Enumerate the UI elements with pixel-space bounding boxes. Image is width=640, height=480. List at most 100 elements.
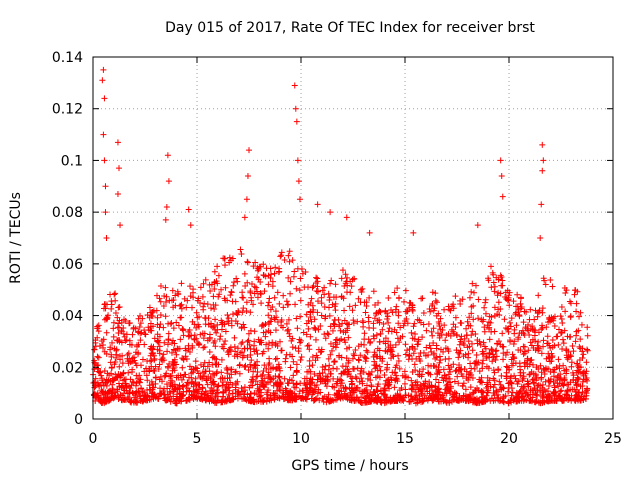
data-point	[92, 383, 99, 390]
data-point	[281, 375, 288, 382]
data-point	[293, 396, 300, 403]
data-point	[527, 306, 534, 313]
data-point	[426, 305, 433, 312]
data-point	[571, 291, 578, 298]
data-point	[517, 372, 524, 379]
data-point	[481, 328, 488, 335]
data-point	[236, 361, 243, 368]
data-point	[195, 370, 202, 377]
data-point	[180, 327, 187, 334]
data-point	[160, 303, 167, 310]
data-point	[579, 389, 586, 396]
data-point	[538, 350, 545, 357]
data-point	[344, 325, 351, 332]
data-point	[91, 357, 98, 364]
data-point	[151, 367, 158, 374]
data-point	[309, 302, 316, 309]
data-point	[253, 398, 260, 405]
data-point	[436, 391, 443, 398]
data-point	[410, 350, 417, 357]
data-point	[285, 380, 292, 387]
data-point	[193, 309, 200, 316]
data-point	[533, 374, 540, 381]
data-point	[566, 334, 573, 341]
data-point	[547, 368, 554, 375]
data-point	[508, 392, 515, 399]
data-point	[280, 396, 287, 403]
data-point	[379, 355, 386, 362]
data-point	[136, 378, 143, 385]
data-point	[287, 364, 294, 371]
data-point	[283, 320, 290, 327]
data-point	[376, 347, 383, 354]
data-point	[236, 370, 243, 377]
data-point	[457, 319, 464, 326]
data-point	[254, 294, 261, 301]
data-point	[468, 340, 475, 347]
data-point	[495, 366, 502, 373]
data-point	[293, 367, 300, 374]
data-point	[554, 380, 561, 387]
data-point	[166, 360, 173, 367]
data-point	[583, 387, 590, 394]
data-point	[173, 400, 180, 407]
data-point	[392, 369, 399, 376]
data-point	[274, 355, 281, 362]
data-point	[515, 378, 522, 385]
data-point	[173, 319, 180, 326]
data-point	[518, 397, 525, 404]
data-point	[382, 335, 389, 342]
data-point	[567, 379, 574, 386]
data-point	[295, 348, 302, 355]
data-point	[468, 288, 475, 295]
data-point	[156, 376, 163, 383]
data-point	[215, 382, 222, 389]
data-point	[402, 341, 409, 348]
data-point	[499, 330, 506, 337]
data-point	[465, 338, 472, 345]
data-point	[297, 313, 304, 320]
data-point	[384, 313, 391, 320]
data-point	[455, 354, 462, 361]
data-point	[267, 375, 274, 382]
data-point	[258, 323, 265, 330]
data-point	[125, 360, 132, 367]
data-point	[317, 389, 324, 396]
data-point	[573, 392, 580, 399]
data-point	[408, 393, 415, 400]
data-point	[94, 365, 101, 372]
data-point	[485, 277, 492, 284]
data-point	[232, 298, 239, 305]
data-point	[433, 354, 440, 361]
data-point	[277, 338, 284, 345]
data-point	[228, 322, 235, 329]
data-point	[312, 396, 319, 403]
data-point	[563, 346, 570, 353]
data-point	[462, 386, 469, 393]
data-point	[348, 378, 355, 385]
data-point	[311, 316, 318, 323]
data-point	[467, 384, 474, 391]
data-point	[213, 329, 220, 336]
data-point	[535, 366, 542, 373]
data-point	[361, 397, 368, 404]
data-point	[441, 372, 448, 379]
data-point	[263, 398, 270, 405]
x-tick-label: 15	[396, 431, 414, 447]
data-point	[452, 314, 459, 321]
data-point	[382, 387, 389, 394]
data-point	[222, 297, 229, 304]
data-point	[318, 300, 325, 307]
data-point	[395, 358, 402, 365]
data-point	[348, 394, 355, 401]
data-point	[568, 392, 575, 399]
data-point	[248, 294, 255, 301]
data-point	[108, 305, 115, 312]
data-point	[152, 380, 159, 387]
data-point	[120, 330, 127, 337]
data-point	[513, 322, 520, 329]
data-point	[523, 389, 530, 396]
data-point	[287, 290, 294, 297]
data-point	[101, 367, 108, 374]
data-point	[497, 290, 504, 297]
